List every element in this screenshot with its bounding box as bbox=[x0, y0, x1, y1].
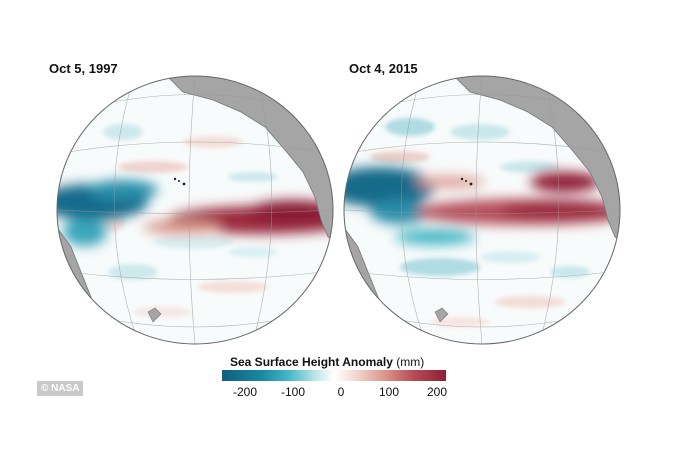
legend-tick-label: -200 bbox=[232, 385, 258, 399]
date-label-1997: Oct 5, 1997 bbox=[49, 61, 118, 76]
legend-unit: (mm) bbox=[396, 355, 425, 369]
legend-tick-label: 200 bbox=[426, 385, 448, 399]
legend-tick-label: 0 bbox=[337, 385, 345, 399]
legend-title-text: Sea Surface Height Anomaly bbox=[230, 355, 393, 369]
globe-map-1997 bbox=[56, 75, 334, 345]
date-label-2015: Oct 4, 2015 bbox=[349, 61, 418, 76]
credit-badge: © NASA bbox=[37, 381, 84, 396]
legend-color-bar bbox=[222, 370, 446, 381]
globe-map-2015 bbox=[343, 75, 621, 345]
legend-tick-label: -100 bbox=[280, 385, 306, 399]
legend-tick-label: 100 bbox=[378, 385, 400, 399]
legend-title: Sea Surface Height Anomaly (mm) bbox=[230, 355, 424, 369]
